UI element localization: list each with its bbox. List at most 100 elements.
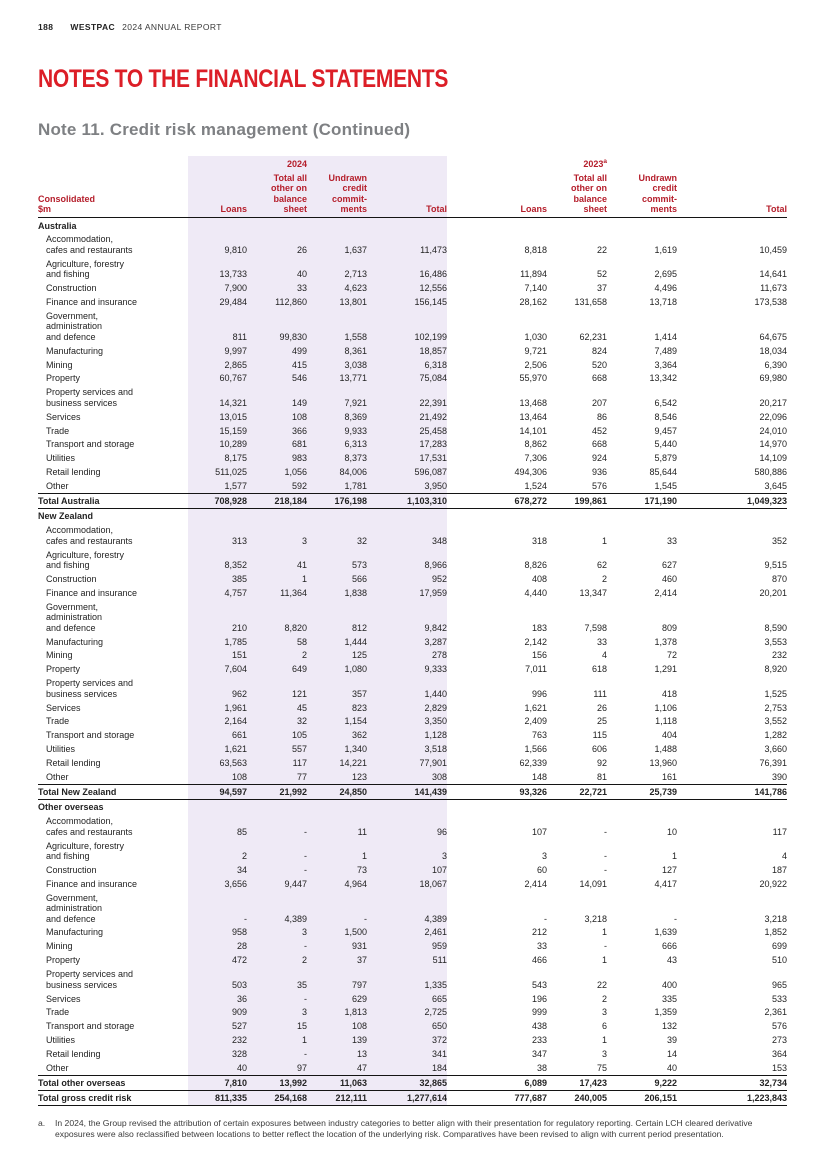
value-cell: 96 [367, 814, 447, 839]
value-cell: 107 [531, 826, 547, 837]
value-cell: 69,980 [759, 373, 787, 384]
value-cell: 25,458 [367, 423, 447, 438]
value-cell: 13,960 [649, 758, 677, 769]
value-cell: 1 [601, 927, 607, 938]
value-cell: 308 [367, 770, 447, 785]
value-cell: 1 [601, 955, 607, 966]
value-cell: 6,542 [654, 397, 677, 408]
section-total-row: Total other overseas 7,810 13,992 11,063 32,… [38, 1074, 787, 1091]
table-row: Transport and storage 661 105 362 1,128 763 11… [38, 728, 787, 743]
value-cell: 3,518 [367, 742, 447, 757]
value-cell: 2,725 [367, 1005, 447, 1020]
value-cell: 958 [188, 925, 247, 940]
value-cell: 511 [367, 953, 447, 968]
table-row: Other 40 97 47 184 38 75 40 153 [38, 1061, 787, 1076]
value-cell: 606 [591, 744, 607, 755]
value-cell: 62 [596, 560, 607, 571]
value-cell: 125 [307, 648, 367, 663]
value-cell: 17,959 [367, 585, 447, 600]
row-label: Services [46, 702, 81, 713]
value-cell: 102,199 [367, 308, 447, 344]
value-cell: 60,767 [188, 371, 247, 386]
row-label: Property [46, 664, 81, 675]
value-cell: 8,818 [524, 244, 547, 255]
value-cell: 9,333 [367, 662, 447, 677]
table-row: Construction 34-73 107 60-127 187 [38, 862, 787, 877]
value-cell: 72 [666, 650, 677, 661]
section-header-row: Other overseas [38, 799, 787, 815]
value-cell: 357 [307, 676, 367, 701]
row-axis-header: Consolidated $m [38, 170, 188, 219]
value-cell: 10,459 [759, 244, 787, 255]
value-cell: 2,829 [367, 700, 447, 715]
value-cell: 3,038 [307, 357, 367, 372]
table-row: Utilities 1,621 557 1,340 3,518 1,566 606 1,488… [38, 742, 787, 757]
value-cell: 8,369 [307, 409, 367, 424]
value-cell: 151 [188, 648, 247, 663]
table-row: Property 60,767 546 13,771 75,084 55,970 668 13… [38, 371, 787, 386]
row-label: Mining [46, 359, 73, 370]
value-cell [677, 799, 787, 814]
column-header: Total [367, 170, 447, 219]
section-header-row: New Zealand [38, 508, 787, 524]
table-body: Australia Accommodation, cafes and restau… [38, 217, 787, 1106]
value-cell: 141,786 [677, 784, 787, 800]
value-cell: 171,190 [607, 493, 677, 509]
value-cell: 21,992 [247, 784, 307, 800]
value-cell: 328 [188, 1047, 247, 1062]
value-cell: 141,439 [367, 784, 447, 800]
value-cell: 9,457 [654, 425, 677, 436]
row-label: Property [46, 373, 81, 384]
value-cell: 668 [591, 373, 607, 384]
value-cell: 580,886 [754, 467, 787, 478]
value-cell: 11,894 [520, 269, 547, 280]
value-cell: 931 [307, 939, 367, 954]
column-header: Undrawn credit commit- ments [307, 170, 367, 219]
value-cell: 3,950 [367, 479, 447, 494]
table-row: Services 13,015 108 8,369 21,492 13,464 86 8,54… [38, 409, 787, 424]
section-title-text: NOTES TO THE FINANCIAL STATEMENTS [38, 65, 449, 93]
value-cell: 33 [247, 281, 307, 295]
value-cell: 823 [307, 700, 367, 715]
value-cell: 156 [531, 650, 547, 661]
value-cell: 9,515 [764, 560, 787, 571]
value-cell: 503 [188, 967, 247, 992]
table-row: Accommodation, cafes and restaurants 313 3… [38, 523, 787, 548]
value-cell: 32,865 [367, 1074, 447, 1091]
table-row: Agriculture, forestry and fishing 13,733 4… [38, 256, 787, 282]
column-header: Undrawn credit commit- ments [607, 170, 677, 219]
row-label: Transport and storage [46, 439, 135, 450]
value-cell: 11,364 [247, 585, 307, 600]
value-cell: 60 [536, 864, 547, 875]
value-cell: 105 [247, 728, 307, 743]
value-cell: 199,861 [547, 493, 607, 509]
value-cell: 32 [307, 523, 367, 548]
row-label: Property services and business services [46, 969, 134, 990]
value-cell: 661 [188, 728, 247, 743]
value-cell: 13,733 [188, 256, 247, 282]
section-title: NOTES TO THE FINANCIAL STATEMENTS [38, 66, 787, 92]
value-cell: 121 [247, 676, 307, 701]
value-cell: 3 [247, 1005, 307, 1020]
value-cell: 2,753 [764, 702, 787, 713]
value-cell: 2,865 [188, 357, 247, 372]
value-cell [307, 799, 367, 815]
value-cell: 1 [601, 535, 607, 546]
value-cell: - [604, 864, 607, 875]
value-cell: 546 [247, 371, 307, 386]
value-cell: 112,860 [247, 294, 307, 309]
value-cell: 372 [367, 1033, 447, 1048]
value-cell: 666 [661, 941, 677, 952]
value-cell: 6,313 [307, 437, 367, 452]
table-row: Trade 15,159 366 9,933 25,458 14,101 452 9,457 2… [38, 423, 787, 438]
value-cell: 3 [247, 925, 307, 940]
value-cell: 62,339 [519, 758, 547, 769]
value-cell [547, 508, 607, 523]
value-cell: 592 [247, 479, 307, 494]
spacer-cell [188, 156, 247, 171]
value-cell: 187 [771, 864, 787, 875]
value-cell: 1,577 [188, 479, 247, 494]
row-label: Construction [46, 574, 97, 584]
value-cell: 10 [666, 826, 677, 837]
value-cell: 4,757 [188, 585, 247, 600]
